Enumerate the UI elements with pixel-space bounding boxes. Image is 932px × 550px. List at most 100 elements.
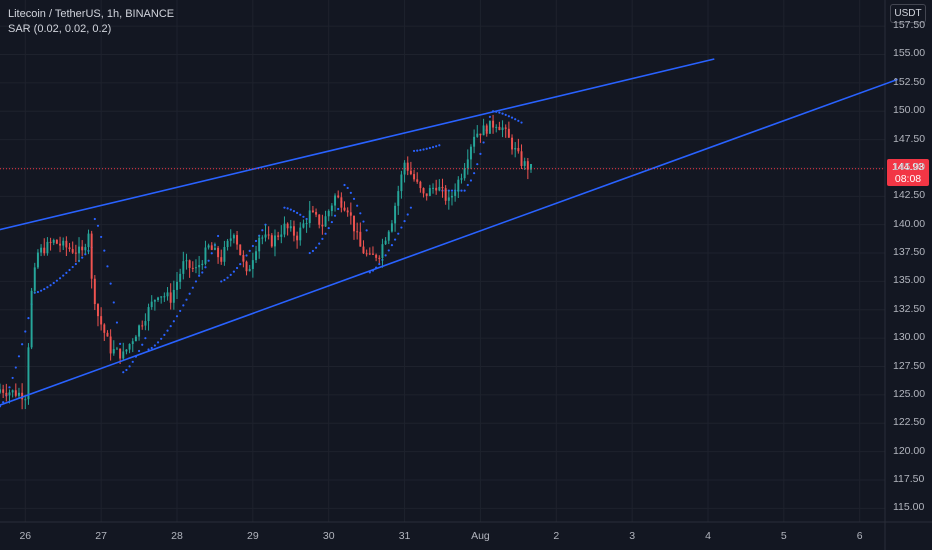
candle-body	[207, 245, 210, 248]
candle-body	[0, 389, 1, 393]
sar-dot	[321, 237, 324, 240]
candle-body	[74, 252, 77, 254]
candle-body	[163, 296, 166, 298]
sar-dot	[96, 224, 100, 227]
candle-body	[447, 197, 450, 201]
candle-body	[179, 273, 182, 282]
sar-dot	[324, 232, 327, 235]
candle-body	[223, 247, 226, 262]
sar-dot	[144, 337, 147, 340]
candle-body	[65, 240, 68, 248]
sar-indicator-label[interactable]: SAR (0.02, 0.02, 0.2)	[8, 23, 112, 35]
sar-dot	[466, 183, 469, 187]
candle-body	[62, 240, 65, 246]
sar-dot	[337, 207, 340, 211]
sar-dot	[498, 111, 501, 114]
candle-body	[188, 260, 191, 268]
sar-dot	[403, 220, 406, 223]
candle-body	[236, 235, 239, 245]
sar-dot	[473, 172, 476, 175]
candle-body	[311, 210, 314, 213]
price-tick-label: 122.50	[893, 416, 926, 429]
sar-dot	[198, 274, 201, 277]
candle-body	[488, 120, 491, 134]
price-tick-label: 137.50	[893, 246, 926, 259]
sar-dot	[204, 266, 207, 269]
candle-body	[147, 307, 150, 322]
candle-body	[90, 233, 93, 279]
sar-dot	[431, 146, 435, 149]
sar-dot	[125, 368, 128, 372]
price-tick-label: 115.00	[893, 501, 925, 514]
sar-dot	[160, 337, 163, 340]
candle-body	[52, 239, 55, 243]
candle-body	[504, 127, 507, 129]
candle-body	[125, 349, 128, 352]
sar-dot	[435, 145, 438, 148]
candle-body	[229, 238, 232, 241]
candle-body	[359, 231, 362, 247]
candle-body	[507, 128, 510, 138]
sar-dot	[438, 144, 441, 147]
sar-dot	[343, 183, 346, 187]
price-tick-label: 127.50	[893, 359, 926, 372]
sar-dot	[245, 254, 248, 257]
candle-body	[255, 251, 257, 261]
candle-body	[97, 304, 99, 317]
sar-dot	[460, 189, 463, 192]
sar-dot	[359, 212, 362, 215]
sar-dot	[175, 315, 179, 318]
candle-body	[365, 253, 368, 255]
sar-dot	[232, 270, 235, 273]
bar-countdown: 08:08	[894, 172, 922, 185]
candle-body	[11, 390, 14, 393]
candle-body	[14, 390, 17, 396]
candle-body	[454, 191, 457, 196]
chart-legend: Litecoin / TetherUS, 1h, BINANCE SAR (0.…	[8, 7, 174, 37]
sar-dot	[141, 343, 144, 346]
currency-button[interactable]: USDT	[890, 4, 926, 23]
sar-dot	[169, 324, 172, 328]
sar-dot	[384, 254, 387, 257]
sar-dot	[150, 346, 153, 350]
sar-dot	[226, 276, 229, 279]
sar-dot	[378, 262, 381, 266]
candle-body	[2, 389, 5, 393]
candle-body	[49, 241, 52, 243]
trendlines	[0, 58, 898, 406]
candle-body	[21, 392, 24, 400]
time-tick-label: 29	[247, 530, 259, 542]
candle-body	[444, 188, 447, 201]
time-tick-label: 3	[629, 530, 636, 542]
candle-body	[485, 125, 488, 134]
sar-dot	[216, 234, 220, 238]
candle-body	[166, 292, 169, 297]
candle-body	[526, 161, 529, 170]
sar-dot	[476, 163, 479, 166]
sar-dot	[115, 321, 119, 324]
candle-body	[390, 223, 393, 232]
symbol-title[interactable]: Litecoin / TetherUS, 1h, BINANCE	[8, 8, 175, 20]
trendline-upper	[0, 58, 715, 231]
sar-dot	[488, 115, 492, 118]
sar-dot	[318, 242, 321, 245]
sar-dot	[166, 329, 169, 332]
time-tick-label: 31	[398, 530, 411, 542]
candle-body	[27, 347, 30, 400]
candle-body	[530, 163, 532, 170]
candle-body	[384, 240, 387, 245]
candle-body	[466, 159, 469, 169]
time-tick-label: 28	[171, 530, 183, 542]
price-tick-label: 142.50	[893, 189, 926, 202]
sar-dot	[65, 271, 68, 274]
candle-body	[362, 246, 365, 254]
sar-dot	[122, 371, 125, 374]
candle-body	[87, 233, 90, 248]
sar-dot	[163, 333, 166, 336]
candle-body	[337, 195, 340, 198]
candle-body	[280, 234, 283, 237]
candle-body	[438, 186, 441, 191]
price-tick-label: 120.00	[893, 444, 926, 457]
